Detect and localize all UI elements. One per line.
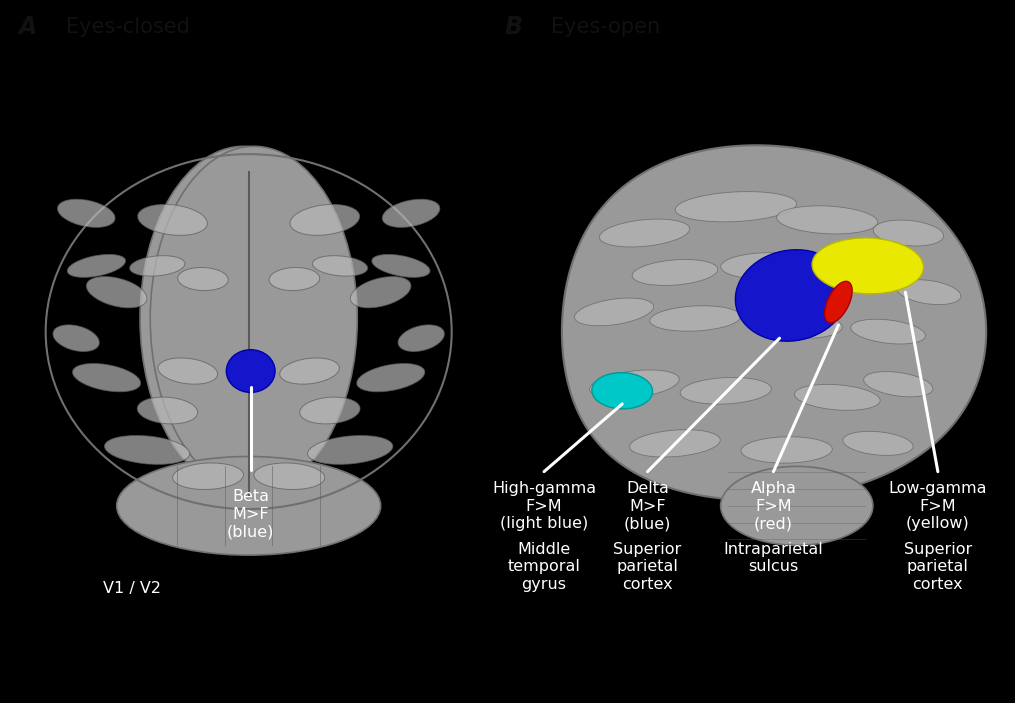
Ellipse shape <box>308 435 393 465</box>
Ellipse shape <box>280 358 339 384</box>
Ellipse shape <box>150 146 357 491</box>
Ellipse shape <box>58 199 115 227</box>
Ellipse shape <box>675 192 797 222</box>
Ellipse shape <box>67 254 126 278</box>
Text: High-gamma
F>M
(light blue): High-gamma F>M (light blue) <box>492 482 596 531</box>
Ellipse shape <box>632 259 718 285</box>
Ellipse shape <box>350 276 411 308</box>
Text: Beta
M>F
(blue): Beta M>F (blue) <box>227 489 274 539</box>
Ellipse shape <box>226 349 275 392</box>
Ellipse shape <box>178 267 228 290</box>
Ellipse shape <box>53 325 99 352</box>
Polygon shape <box>562 146 987 501</box>
Text: B: B <box>504 15 523 39</box>
Ellipse shape <box>130 256 185 276</box>
Ellipse shape <box>751 311 842 338</box>
Ellipse shape <box>574 298 654 325</box>
Ellipse shape <box>86 276 147 308</box>
Ellipse shape <box>896 280 961 304</box>
Ellipse shape <box>140 146 347 491</box>
Ellipse shape <box>680 378 771 404</box>
Text: A: A <box>18 15 37 39</box>
Ellipse shape <box>173 463 244 489</box>
Ellipse shape <box>158 358 217 384</box>
Ellipse shape <box>254 463 325 489</box>
Text: V1 / V2: V1 / V2 <box>103 581 161 596</box>
Text: Superior
parietal
cortex: Superior parietal cortex <box>903 542 972 592</box>
Ellipse shape <box>398 325 445 352</box>
Ellipse shape <box>592 373 653 409</box>
Text: Alpha
F>M
(red): Alpha F>M (red) <box>750 482 797 531</box>
Ellipse shape <box>356 363 425 392</box>
Text: Eyes-open: Eyes-open <box>551 16 661 37</box>
Ellipse shape <box>72 363 141 392</box>
Ellipse shape <box>851 319 926 344</box>
Text: Intraparietal
sulcus: Intraparietal sulcus <box>724 542 823 574</box>
Ellipse shape <box>864 372 933 396</box>
Ellipse shape <box>735 250 849 341</box>
Ellipse shape <box>290 205 359 236</box>
Ellipse shape <box>383 199 439 227</box>
Ellipse shape <box>650 306 741 331</box>
Ellipse shape <box>824 281 853 323</box>
Ellipse shape <box>842 432 914 456</box>
Ellipse shape <box>299 397 360 424</box>
Ellipse shape <box>776 206 878 234</box>
Text: Low-gamma
F>M
(yellow): Low-gamma F>M (yellow) <box>888 482 988 531</box>
Ellipse shape <box>721 466 873 546</box>
Ellipse shape <box>795 385 880 411</box>
Ellipse shape <box>138 205 207 236</box>
Ellipse shape <box>137 397 198 424</box>
Text: Eyes-closed: Eyes-closed <box>66 16 190 37</box>
Ellipse shape <box>590 370 679 399</box>
Ellipse shape <box>741 437 832 463</box>
Ellipse shape <box>313 256 367 276</box>
Ellipse shape <box>812 238 924 294</box>
Ellipse shape <box>600 219 689 247</box>
Ellipse shape <box>629 430 721 457</box>
Ellipse shape <box>371 254 430 278</box>
Text: Delta
M>F
(blue): Delta M>F (blue) <box>624 482 671 531</box>
Ellipse shape <box>721 252 812 279</box>
Ellipse shape <box>269 267 320 290</box>
Text: Middle
temporal
gyrus: Middle temporal gyrus <box>508 542 581 592</box>
Ellipse shape <box>117 456 381 555</box>
Ellipse shape <box>807 266 888 292</box>
Ellipse shape <box>105 435 190 465</box>
Text: Superior
parietal
cortex: Superior parietal cortex <box>613 542 682 592</box>
Ellipse shape <box>873 220 944 246</box>
